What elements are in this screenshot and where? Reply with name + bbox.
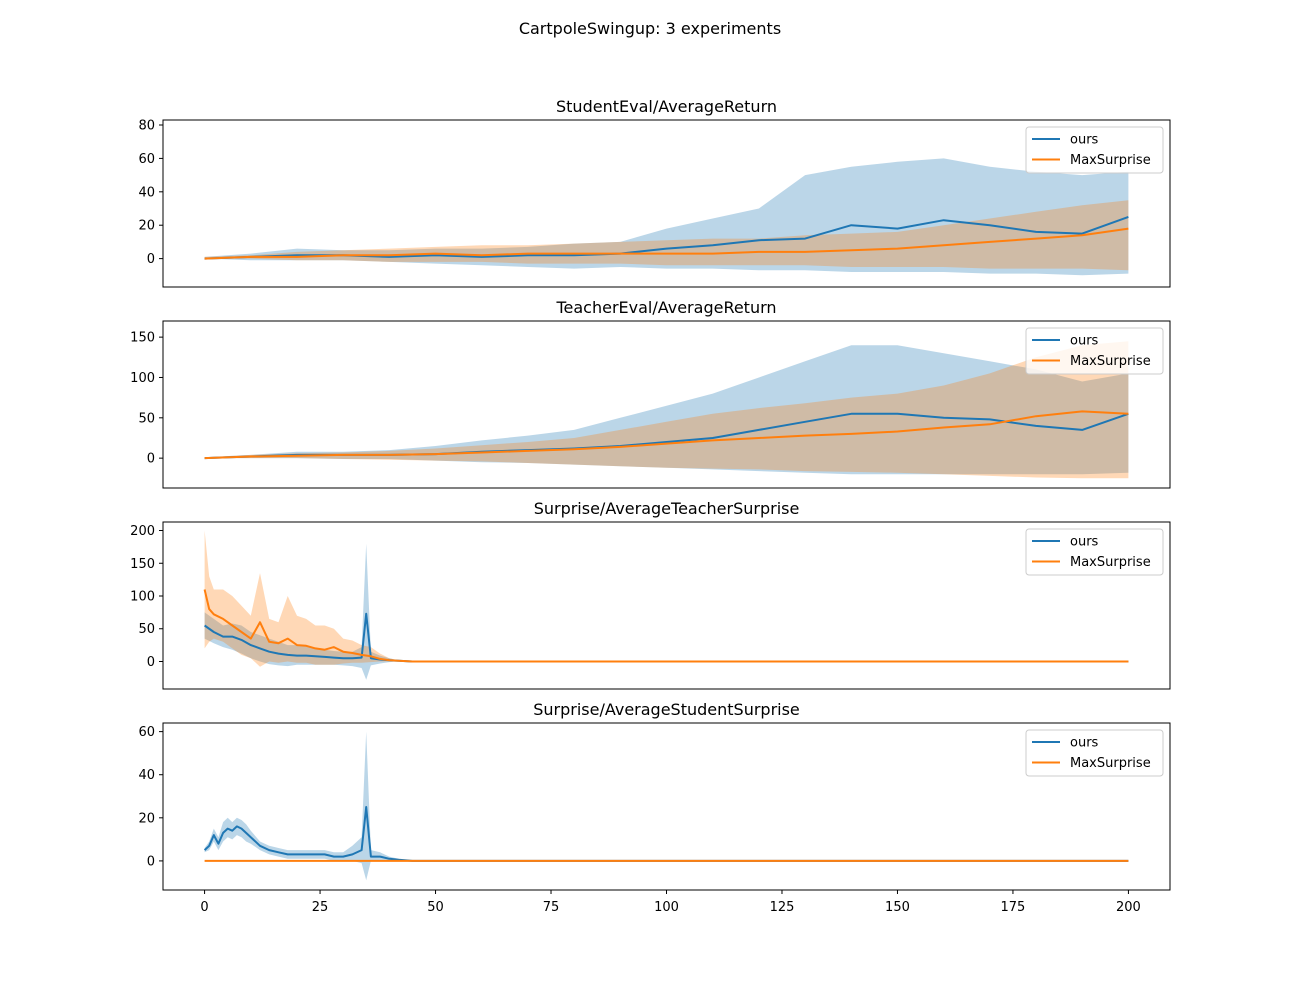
band-maxsurprise: [204, 530, 1129, 667]
y-tick-label: 150: [130, 331, 155, 346]
legend: ours MaxSurprise: [1025, 327, 1164, 375]
subplot-4: Surprise/AverageStudentSurprise 0 20 40 60 0 2…: [138, 700, 1171, 915]
legend-label: ours: [1070, 133, 1099, 148]
y-tick-label: 50: [138, 411, 155, 426]
legend-box: [1025, 729, 1164, 777]
plot-area: [204, 158, 1129, 276]
y-tick-label: 150: [130, 557, 155, 572]
x-tick-label: 200: [1116, 900, 1141, 915]
x-tick-label: 50: [427, 900, 444, 915]
subplot-2: TeacherEval/AverageReturn 0 50 100 150 ours Ma…: [130, 298, 1171, 489]
plot-area: [204, 341, 1129, 479]
legend: ours MaxSurprise: [1025, 126, 1164, 174]
subplot-3: Surprise/AverageTeacherSurprise 0 50 100 150…: [130, 499, 1171, 690]
legend: ours MaxSurprise: [1025, 729, 1164, 777]
line-maxsurprise: [204, 410, 1129, 460]
x-tick-label: 150: [885, 900, 910, 915]
y-tick-label: 40: [138, 185, 155, 200]
axes-frame: [162, 119, 1171, 288]
band-maxsurprise: [204, 341, 1129, 479]
legend-box: [1025, 327, 1164, 375]
y-tick-label: 200: [130, 524, 155, 539]
y-tick-label: 0: [147, 252, 155, 267]
y-tick-label: 100: [130, 590, 155, 605]
legend-label: MaxSurprise: [1070, 756, 1151, 771]
subplot-1: StudentEval/AverageReturn 0 20 40 60 80 ours Ma…: [138, 97, 1171, 288]
x-tick-label: 25: [312, 900, 329, 915]
x-tick-label: 0: [200, 900, 208, 915]
y-tick-label: 0: [147, 854, 155, 869]
subplots: StudentEval/AverageReturn 0 20 40 60 80 ours Ma…: [130, 97, 1171, 915]
y-tick-label: 0: [147, 452, 155, 467]
subplot-title: TeacherEval/AverageReturn: [555, 298, 776, 317]
line-maxsurprise: [204, 227, 1129, 260]
line-maxsurprise: [203, 589, 1129, 663]
legend-label: MaxSurprise: [1070, 555, 1151, 570]
legend-label: MaxSurprise: [1070, 354, 1151, 369]
axes-frame: [162, 722, 1171, 891]
legend-label: ours: [1070, 334, 1099, 349]
legend-label: MaxSurprise: [1070, 153, 1151, 168]
y-tick-label: 60: [138, 152, 155, 167]
y-tick-label: 100: [130, 371, 155, 386]
plot-area: [203, 530, 1129, 680]
band-ours: [204, 731, 1129, 881]
band-ours: [204, 158, 1129, 276]
legend-label: ours: [1070, 535, 1099, 550]
axes-frame: [162, 521, 1171, 690]
subplot-title: Surprise/AverageTeacherSurprise: [534, 499, 800, 518]
line-ours: [203, 806, 1129, 862]
plot-area: [203, 731, 1129, 881]
axes-frame: [162, 320, 1171, 489]
y-tick-label: 80: [138, 119, 155, 134]
y-tick-label: 20: [138, 219, 155, 234]
x-tick-label: 75: [543, 900, 560, 915]
legend-label: ours: [1070, 736, 1099, 751]
y-tick-label: 20: [138, 811, 155, 826]
y-tick-label: 60: [138, 725, 155, 740]
y-tick-label: 0: [147, 655, 155, 670]
legend-box: [1025, 126, 1164, 174]
y-tick-label: 40: [138, 768, 155, 783]
x-tick-label: 175: [1001, 900, 1026, 915]
subplot-title: StudentEval/AverageReturn: [556, 97, 777, 116]
subplot-title: Surprise/AverageStudentSurprise: [533, 700, 800, 719]
band-ours: [204, 345, 1129, 475]
x-tick-label: 125: [770, 900, 795, 915]
legend: ours MaxSurprise: [1025, 528, 1164, 576]
legend-box: [1025, 528, 1164, 576]
figure-title: CartpoleSwingup: 3 experiments: [519, 19, 781, 38]
y-tick-label: 50: [138, 622, 155, 637]
x-tick-label: 100: [654, 900, 679, 915]
